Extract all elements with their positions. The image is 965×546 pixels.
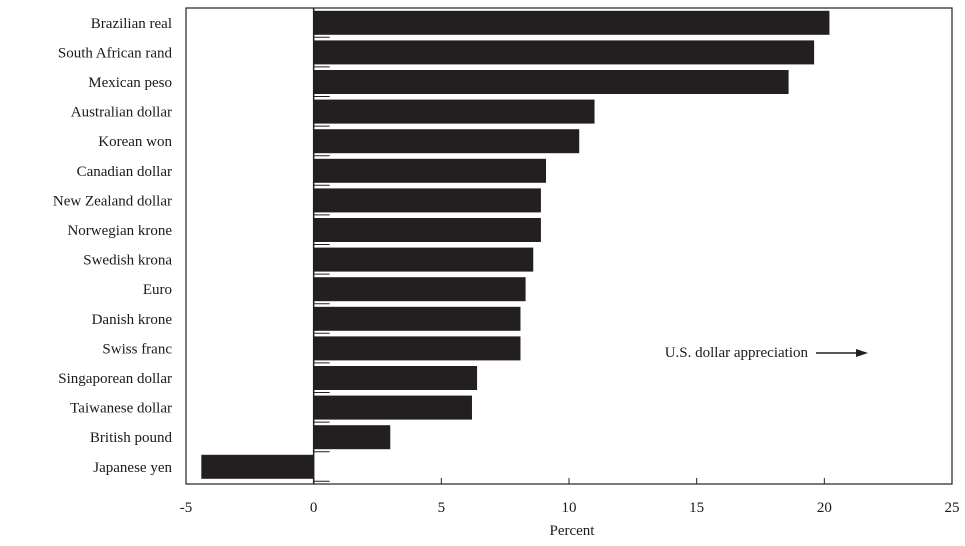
bar xyxy=(313,218,541,242)
annotation: U.S. dollar appreciation xyxy=(665,345,868,361)
category-label: Canadian dollar xyxy=(77,164,172,180)
bar xyxy=(313,10,830,35)
bar xyxy=(313,99,595,124)
bar xyxy=(313,366,478,390)
category-label: Singaporean dollar xyxy=(58,371,172,387)
x-tick-label: 25 xyxy=(945,500,960,516)
bar xyxy=(313,336,521,361)
category-label: Taiwanese dollar xyxy=(70,401,172,417)
bar xyxy=(201,454,314,479)
category-label: Mexican peso xyxy=(88,75,172,91)
category-label: New Zealand dollar xyxy=(53,193,172,209)
bar xyxy=(313,395,472,420)
category-label: South African rand xyxy=(58,45,173,61)
category-label: Brazilian real xyxy=(91,16,172,32)
category-label: Euro xyxy=(143,282,172,298)
bar xyxy=(313,158,547,183)
bar xyxy=(313,425,391,450)
category-label: Australian dollar xyxy=(71,105,172,121)
category-label: Swiss franc xyxy=(102,341,172,357)
category-label: Danish krone xyxy=(92,312,173,328)
x-tick-label: 20 xyxy=(817,500,832,516)
x-axis-title: Percent xyxy=(550,523,596,539)
x-tick-label: 15 xyxy=(689,500,704,516)
category-label: British pound xyxy=(90,430,173,446)
x-tick-label: 10 xyxy=(562,500,577,516)
category-label: Swedish krona xyxy=(83,253,172,269)
x-tick-label: 5 xyxy=(438,500,446,516)
x-tick-label: -5 xyxy=(180,500,193,516)
bar xyxy=(313,306,521,331)
x-tick-label: 0 xyxy=(310,500,318,516)
bar xyxy=(313,188,541,213)
category-label: Japanese yen xyxy=(93,460,172,476)
bar xyxy=(313,70,789,94)
bar xyxy=(313,247,534,272)
bar xyxy=(313,277,526,302)
annotation-arrow-head xyxy=(856,349,868,357)
category-label: Norwegian krone xyxy=(67,223,172,239)
bar xyxy=(313,129,580,154)
bar xyxy=(313,40,815,65)
annotation-text: U.S. dollar appreciation xyxy=(665,345,809,361)
category-label: Korean won xyxy=(98,134,172,150)
